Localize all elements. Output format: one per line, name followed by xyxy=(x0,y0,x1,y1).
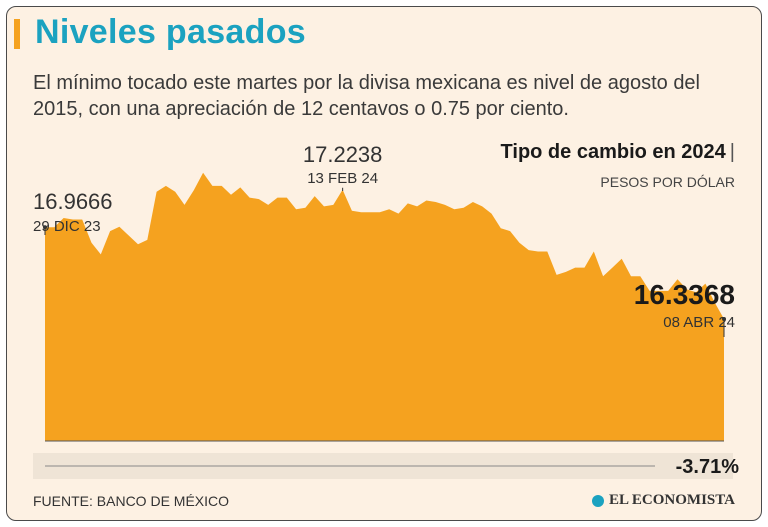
chart-title-separator: | xyxy=(729,141,735,163)
annotation-start-date: 29 DIC 23 xyxy=(33,218,101,235)
infographic-card: Niveles pasados El mínimo tocado este ma… xyxy=(6,6,762,521)
brand-mark-icon xyxy=(592,494,604,507)
brand-logo: EL ECONOMISTA xyxy=(592,492,735,509)
chart-units: PESOS POR DÓLAR xyxy=(600,174,735,190)
exchange-rate-area xyxy=(45,172,724,442)
annotation-end-point xyxy=(722,317,726,322)
title-accent-bar xyxy=(14,19,20,49)
area-chart: 16.9666 29 DIC 23 17.2238 13 FEB 24 16.3… xyxy=(33,142,735,479)
annotation-max-value: 17.2238 xyxy=(303,142,383,167)
chart-title-text: Tipo de cambio en 2024 xyxy=(500,141,726,163)
annotation-end-value: 16.3368 xyxy=(634,279,735,310)
annotation-start-point xyxy=(43,225,47,230)
chart-title: Tipo de cambio en 2024 | xyxy=(501,141,735,164)
source-note: FUENTE: BANCO DE MÉXICO xyxy=(33,493,230,509)
annotation-end-date: 08 ABR 24 xyxy=(663,314,735,331)
subtitle: El mínimo tocado este martes por la divi… xyxy=(33,72,701,120)
annotation-start-value: 16.9666 xyxy=(33,189,113,214)
page-title: Niveles pasados xyxy=(35,13,306,51)
brand-name: EL ECONOMISTA xyxy=(609,492,735,508)
percent-change: -3.71% xyxy=(675,456,739,478)
annotation-max-date: 13 FEB 24 xyxy=(307,170,378,187)
